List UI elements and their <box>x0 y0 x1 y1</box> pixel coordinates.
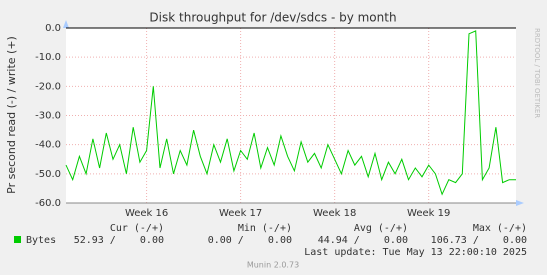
y-tick-label: -50.0 <box>35 169 61 180</box>
legend-header: Min (-/+) <box>238 223 292 234</box>
footer: Munin 2.0.73 <box>247 261 299 270</box>
series-line <box>65 30 516 196</box>
y-tick-label: -40.0 <box>35 140 61 151</box>
y-tick-label: 0.0 <box>45 23 61 34</box>
x-tick-label: Week 16 <box>125 208 168 219</box>
y-tick-label: -60.0 <box>35 198 61 209</box>
legend-value: 52.93 / 0.00 <box>74 235 164 246</box>
y-axis-label: Pr second read (-) / write (+) <box>5 36 18 194</box>
axis-arrow <box>516 200 524 206</box>
side-label: RRDTOOL / TOBI OETIKER <box>533 28 541 118</box>
y-tick-label: -20.0 <box>35 81 61 92</box>
legend-swatch <box>14 236 21 243</box>
last-update: Last update: Tue May 13 22:00:10 2025 <box>304 247 527 258</box>
y-tick-label: -10.0 <box>35 52 61 63</box>
legend-label: Bytes <box>26 235 56 246</box>
legend-header: Cur (-/+) <box>110 223 164 234</box>
legend-value: 44.94 / 0.00 <box>318 235 408 246</box>
legend-value: 0.00 / 0.00 <box>208 235 292 246</box>
x-tick-label: Week 17 <box>219 208 262 219</box>
x-tick-label: Week 18 <box>313 208 356 219</box>
chart-title: Disk throughput for /dev/sdcs - by month <box>149 11 396 25</box>
x-tick-label: Week 19 <box>407 208 450 219</box>
legend-header: Avg (-/+) <box>354 223 408 234</box>
axis-arrow <box>63 20 69 28</box>
legend-header: Max (-/+) <box>473 223 527 234</box>
y-tick-label: -30.0 <box>35 111 61 122</box>
legend-value: 106.73 / 0.00 <box>431 235 527 246</box>
